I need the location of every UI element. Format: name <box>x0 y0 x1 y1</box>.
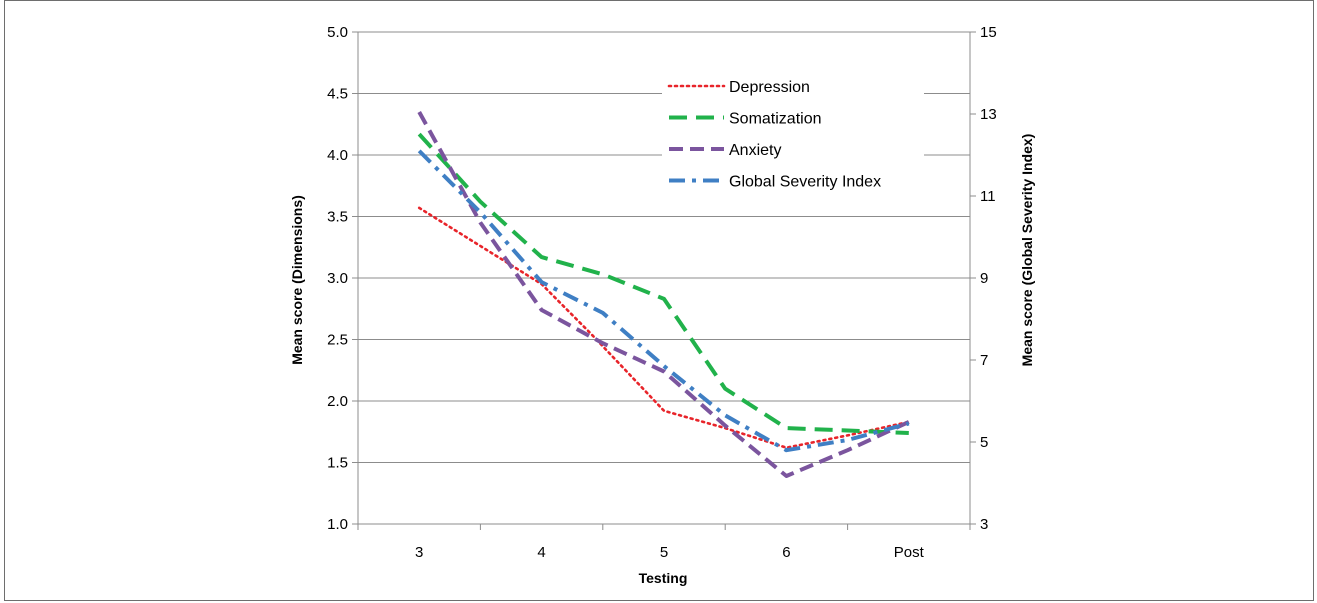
series-lines <box>417 111 911 478</box>
x-tick-label: 6 <box>782 544 790 561</box>
y2-tick-label: 13 <box>980 106 997 123</box>
series-line-global-severity-index <box>417 149 910 453</box>
x-tick-label: 3 <box>415 544 423 561</box>
y2-tick-labels: 3 5 7 9 11 13 15 <box>980 24 997 533</box>
y2-axis-title: Mean score (Global Severity Index) <box>1019 134 1035 367</box>
y-tick-label: 3.0 <box>327 270 348 287</box>
x-axis-title: Testing <box>639 570 688 586</box>
y2-tick-label: 5 <box>980 434 988 451</box>
series-line-anxiety <box>417 111 910 478</box>
series-line-somatization <box>417 132 909 435</box>
y2-tick-label: 7 <box>980 352 988 369</box>
y-tick-label: 2.0 <box>327 393 348 410</box>
y-tick-label: 4.0 <box>327 147 348 164</box>
x-tick-label: Post <box>894 544 925 561</box>
x-tick-labels: 3 4 5 6 Post <box>415 544 925 561</box>
y-tick-label: 5.0 <box>327 24 348 41</box>
chart-frame <box>4 0 1314 601</box>
y-tick-label: 2.5 <box>327 332 348 349</box>
legend-label-somatization: Somatization <box>729 111 822 128</box>
legend-label-anxiety: Anxiety <box>729 142 781 159</box>
legend-background <box>662 70 924 200</box>
y-axis-title: Mean score (Dimensions) <box>289 195 305 365</box>
series-line-depression <box>417 206 911 450</box>
x-tick-label: 5 <box>660 544 668 561</box>
legend-label-depression: Depression <box>729 79 810 96</box>
x-tick-label: 4 <box>537 544 545 561</box>
legend: Depression Somatization Anxiety Global Seve… <box>662 70 924 200</box>
y-tick-label: 3.5 <box>327 209 348 226</box>
y-tick-label: 1.5 <box>327 455 348 472</box>
y-tick-label: 4.5 <box>327 86 348 103</box>
axes <box>352 31 976 530</box>
y2-tick-label: 11 <box>980 188 996 205</box>
y2-tick-label: 9 <box>980 270 988 287</box>
y2-tick-label: 15 <box>980 24 997 41</box>
y-tick-label: 1.0 <box>327 516 348 533</box>
y-tick-labels: 1.0 1.5 2.0 2.5 3.0 3.5 4.0 4.5 5.0 <box>327 24 348 533</box>
y2-tick-label: 3 <box>980 516 988 533</box>
legend-label-global-severity-index: Global Severity Index <box>729 174 881 191</box>
